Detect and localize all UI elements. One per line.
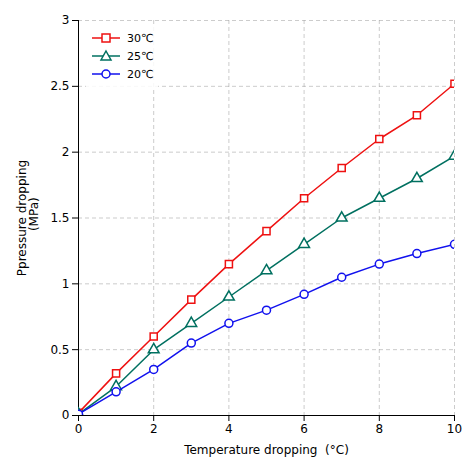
svg-text:8: 8 [375, 422, 383, 436]
svg-text:Ppressure dropping (MPa): Ppressure dropping (MPa) [15, 160, 41, 276]
html-text:20℃: 20℃ [127, 67, 154, 81]
svg-text:2: 2 [62, 145, 70, 159]
html-text:30℃: 30℃ [127, 31, 154, 45]
svg-text:0: 0 [62, 408, 70, 422]
svg-text:6: 6 [300, 422, 308, 436]
html-text:25℃: 25℃ [127, 49, 154, 63]
svg-text:1.5: 1.5 [50, 211, 69, 225]
svg-text:1: 1 [62, 277, 70, 291]
svg-text:10: 10 [447, 422, 462, 436]
svg-text:4: 4 [225, 422, 233, 436]
svg-text:0: 0 [75, 422, 83, 436]
svg-text:2.5: 2.5 [50, 79, 69, 93]
svg-text:Temperature dropping (°C): Temperature dropping (°C) [183, 443, 349, 457]
svg-text:2: 2 [150, 422, 158, 436]
svg-text:3: 3 [62, 13, 70, 27]
svg-text:0.5: 0.5 [50, 343, 69, 357]
